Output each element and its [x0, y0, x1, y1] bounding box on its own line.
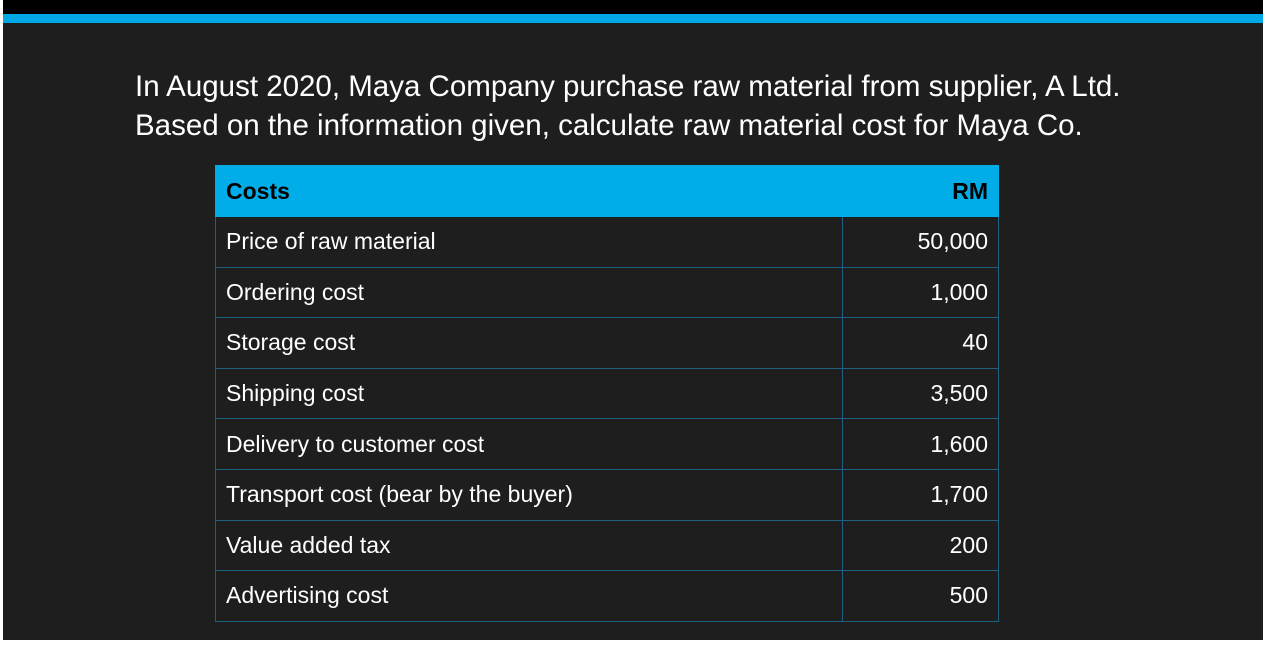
table-row: Price of raw material 50,000: [214, 216, 999, 268]
cost-item: Advertising cost: [214, 570, 844, 622]
table-row: Storage cost 40: [214, 317, 999, 369]
question-text: In August 2020, Maya Company purchase ra…: [135, 67, 1245, 145]
cost-amount: 500: [842, 570, 999, 622]
header-rm: RM: [842, 165, 999, 217]
cost-amount: 200: [842, 519, 999, 572]
cost-amount: 1,600: [842, 418, 999, 470]
accent-line: [3, 14, 1263, 23]
table-row: Value added tax 200: [214, 519, 999, 572]
cost-item: Transport cost (bear by the buyer): [214, 468, 844, 521]
question-line-1: In August 2020, Maya Company purchase ra…: [135, 70, 1121, 103]
cost-item: Price of raw material: [214, 216, 844, 268]
table-header-row: Costs RM: [214, 165, 999, 217]
cost-amount: 1,700: [842, 468, 999, 521]
top-black-bar: [3, 0, 1263, 14]
cost-amount: 40: [842, 317, 999, 369]
cost-amount: 1,000: [842, 266, 999, 319]
cost-amount: 50,000: [842, 216, 999, 268]
table-row: Delivery to customer cost 1,600: [214, 418, 999, 470]
cost-item: Value added tax: [214, 519, 844, 572]
cost-item: Shipping cost: [214, 367, 844, 420]
table-row: Ordering cost 1,000: [214, 266, 999, 319]
cost-item: Delivery to customer cost: [214, 418, 844, 470]
table-row: Transport cost (bear by the buyer) 1,700: [214, 468, 999, 521]
table-row: Advertising cost 500: [214, 570, 999, 622]
header-costs: Costs: [214, 165, 844, 217]
slide: In August 2020, Maya Company purchase ra…: [3, 0, 1263, 640]
table-row: Shipping cost 3,500: [214, 367, 999, 420]
cost-item: Ordering cost: [214, 266, 844, 319]
cost-item: Storage cost: [214, 317, 844, 369]
costs-table: Costs RM Price of raw material 50,000 Or…: [214, 165, 999, 622]
question-line-2: Based on the information given, calculat…: [135, 109, 1083, 142]
cost-amount: 3,500: [842, 367, 999, 420]
